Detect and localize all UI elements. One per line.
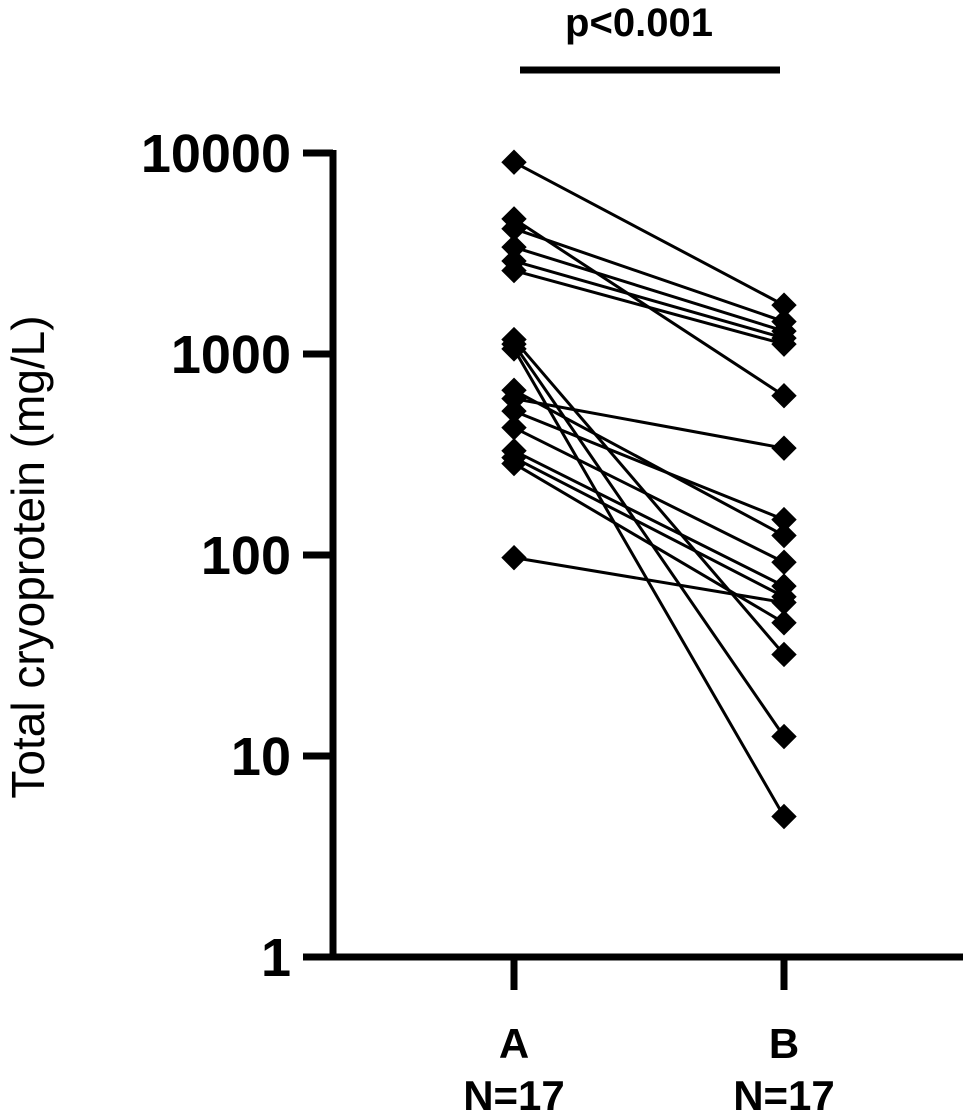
p-value-label: p<0.001 — [565, 1, 713, 45]
marker-B — [771, 723, 797, 750]
pair-line — [513, 160, 785, 307]
marker-B — [771, 610, 797, 636]
pair-line — [513, 449, 785, 588]
y-tick-label: 10 — [231, 727, 291, 787]
marker-A — [501, 336, 527, 362]
y-tick-label: 100 — [201, 526, 291, 586]
pair-line — [513, 227, 785, 323]
marker-B — [771, 506, 797, 533]
pair-line — [513, 397, 785, 450]
pair-line — [513, 409, 785, 521]
pair-line — [513, 269, 785, 346]
pair-lines — [512, 160, 786, 818]
marker-B — [771, 803, 797, 830]
x-category-count: N=17 — [733, 1072, 835, 1116]
significance-annotation: p<0.001 — [520, 1, 780, 74]
marker-A — [501, 544, 527, 571]
marker-B — [771, 641, 797, 668]
data-markers — [501, 149, 797, 830]
marker-A — [501, 450, 527, 477]
pair-line — [513, 426, 785, 564]
marker-B — [771, 522, 797, 549]
y-tick-label: 1 — [261, 928, 291, 988]
marker-B — [771, 589, 797, 616]
x-category-label: B — [769, 1020, 799, 1067]
y-tick-label: 1000 — [171, 325, 291, 385]
pair-line — [512, 338, 786, 656]
pair-line — [513, 259, 785, 340]
pair-line — [513, 245, 785, 333]
pair-line — [513, 456, 785, 599]
x-category-label: A — [499, 1020, 529, 1067]
pair-line — [513, 388, 785, 537]
y-tick-label: 10000 — [141, 124, 291, 184]
marker-B — [771, 331, 797, 357]
x-category-count: N=17 — [463, 1072, 565, 1116]
marker-B — [771, 435, 797, 461]
pair-line — [512, 343, 786, 738]
y-axis-label: Total cryoprotein (mg/L) — [2, 315, 54, 798]
marker-A — [501, 149, 527, 175]
marker-A — [501, 257, 527, 284]
marker-A — [501, 414, 527, 441]
marker-B — [771, 383, 797, 409]
pair-line — [513, 556, 785, 605]
axes: 1 10 100 1000 10000 A N=17 B N=17 — [141, 124, 963, 1116]
marker-B — [771, 549, 797, 575]
pair-line — [512, 348, 786, 818]
